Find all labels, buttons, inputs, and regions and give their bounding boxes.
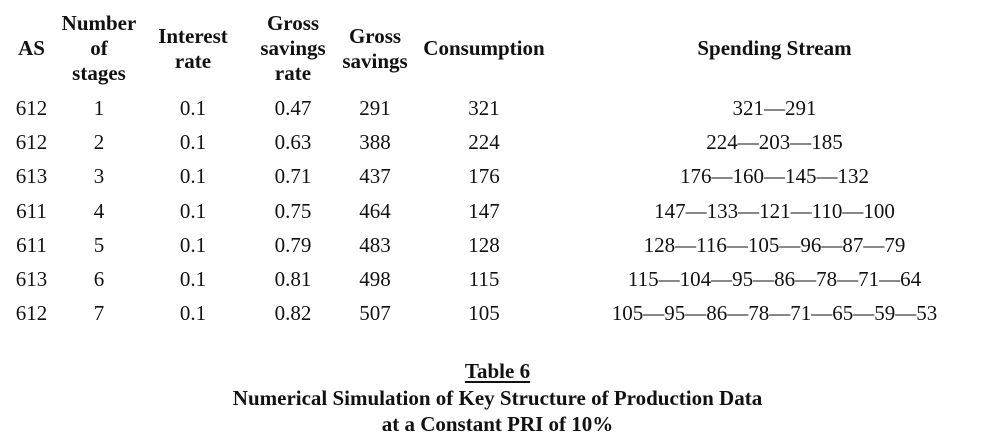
table-row: 612 1 0.1 0.47 291 321 321—291 <box>4 91 992 125</box>
table-row: 613 6 0.1 0.81 498 115 115—104—95—86—78—71—64 <box>4 262 992 296</box>
cell-spending-stream: 105—95—86—78—71—65—59—53 <box>611 301 938 326</box>
cell-consumption: 321 <box>468 95 500 120</box>
cell-gross-savings: 507 <box>359 301 391 326</box>
cell-gross-savings: 498 <box>359 267 391 292</box>
cell-gross-savings: 437 <box>359 164 391 189</box>
cell-gross-savings-rate: 0.81 <box>274 267 312 292</box>
cell-number-of-stages: 5 <box>93 232 105 257</box>
cell-consumption: 224 <box>468 129 500 154</box>
cell-consumption: 115 <box>468 267 500 292</box>
cell-spending-stream: 128—116—105—96—87—79 <box>643 232 906 257</box>
cell-spending-stream: 176—160—145—132 <box>680 164 869 189</box>
simulation-table: AS Number of stages Interest rate Gross savings… <box>4 6 992 331</box>
table-header: AS Number of stages Interest rate Gross savings… <box>4 6 992 91</box>
cell-gross-savings-rate: 0.71 <box>274 164 312 189</box>
header-gross-savings-rate: Gross savings rate <box>260 11 326 85</box>
header-number-of-stages: Number of stages <box>61 11 137 85</box>
cell-as: 613 <box>15 164 48 189</box>
header-as: AS <box>18 36 45 60</box>
cell-as: 612 <box>15 301 48 326</box>
header-spending-stream: Spending Stream <box>697 36 852 60</box>
header-interest-rate: Interest rate <box>158 23 228 73</box>
cell-gross-savings-rate: 0.63 <box>274 129 312 154</box>
cell-consumption: 147 <box>468 198 500 223</box>
cell-gross-savings: 464 <box>359 198 391 223</box>
cell-interest-rate: 0.1 <box>179 129 207 154</box>
table-body: 612 1 0.1 0.47 291 321 321—291 612 2 0.1 0.63 388 22… <box>4 91 992 331</box>
cell-gross-savings: 388 <box>359 129 391 154</box>
cell-as: 611 <box>16 232 47 257</box>
cell-number-of-stages: 2 <box>93 129 105 154</box>
cell-consumption: 128 <box>468 232 500 257</box>
cell-interest-rate: 0.1 <box>179 267 207 292</box>
cell-number-of-stages: 1 <box>93 95 105 120</box>
cell-consumption: 105 <box>468 301 500 326</box>
cell-spending-stream: 224—203—185 <box>706 129 843 154</box>
header-row: AS Number of stages Interest rate Gross savings… <box>4 6 992 91</box>
table-title-line-2: at a Constant PRI of 10% <box>381 412 614 436</box>
cell-gross-savings-rate: 0.47 <box>274 95 312 120</box>
table-number-text: Table 6 <box>464 359 531 383</box>
table-number: Table 6 <box>0 358 995 384</box>
cell-spending-stream: 321—291 <box>732 95 817 120</box>
table-row: 611 4 0.1 0.75 464 147 147—133—121—110—100 <box>4 194 992 228</box>
cell-spending-stream: 147—133—121—110—100 <box>654 198 895 223</box>
header-gross-savings: Gross savings <box>342 23 408 73</box>
table-row: 611 5 0.1 0.79 483 128 128—116—105—96—87—79 <box>4 228 992 262</box>
cell-consumption: 176 <box>468 164 500 189</box>
cell-gross-savings-rate: 0.82 <box>274 301 312 326</box>
cell-gross-savings: 483 <box>359 232 391 257</box>
cell-as: 612 <box>15 129 48 154</box>
table-title-line-1: Numerical Simulation of Key Structure of… <box>232 386 763 410</box>
cell-gross-savings-rate: 0.75 <box>274 198 312 223</box>
cell-gross-savings-rate: 0.79 <box>274 232 312 257</box>
table-row: 613 3 0.1 0.71 437 176 176—160—145—132 <box>4 160 992 194</box>
cell-number-of-stages: 6 <box>93 267 105 292</box>
cell-interest-rate: 0.1 <box>179 198 207 223</box>
cell-interest-rate: 0.1 <box>179 232 207 257</box>
cell-spending-stream: 115—104—95—86—78—71—64 <box>627 267 922 292</box>
cell-as: 613 <box>15 267 48 292</box>
cell-interest-rate: 0.1 <box>179 301 207 326</box>
header-consumption: Consumption <box>423 36 545 60</box>
cell-number-of-stages: 4 <box>93 198 105 223</box>
cell-as: 612 <box>15 95 48 120</box>
cell-interest-rate: 0.1 <box>179 95 207 120</box>
cell-number-of-stages: 3 <box>93 164 105 189</box>
cell-number-of-stages: 7 <box>93 301 105 326</box>
table-row: 612 7 0.1 0.82 507 105 105—95—86—78—71—65—59—5… <box>4 297 992 331</box>
cell-gross-savings: 291 <box>359 95 391 120</box>
cell-interest-rate: 0.1 <box>179 164 207 189</box>
table-row: 612 2 0.1 0.63 388 224 224—203—185 <box>4 125 992 159</box>
cell-as: 611 <box>16 198 47 223</box>
